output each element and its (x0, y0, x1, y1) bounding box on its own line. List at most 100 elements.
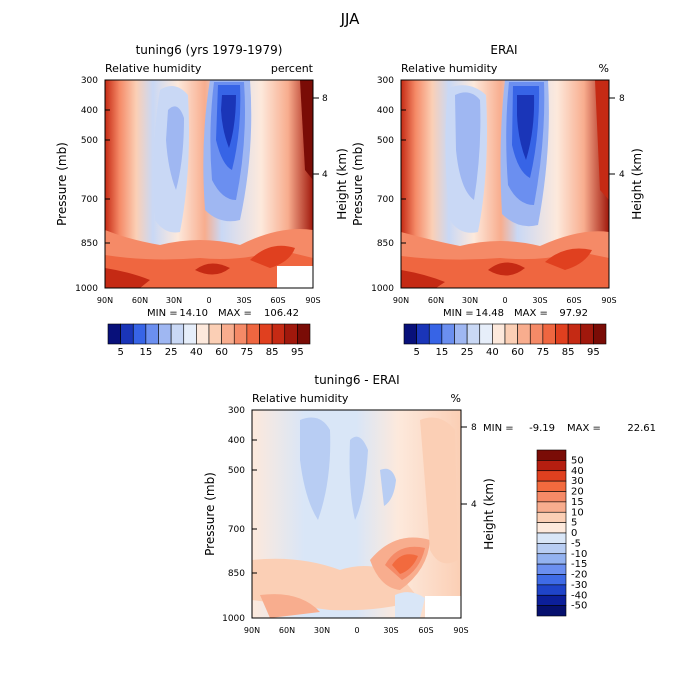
colorbar-swatch (536, 501, 567, 513)
colorbar-swatch (132, 323, 147, 345)
colorbar-swatch (536, 460, 567, 472)
x-ticks: 90N 60N 30N 0 30S 60S 90S (244, 626, 469, 635)
panel-title: tuning6 - ERAI (314, 373, 399, 387)
panel-title: tuning6 (yrs 1979-1979) (136, 43, 283, 57)
colorbar-swatch (246, 323, 260, 345)
y-tick-label: 500 (228, 466, 245, 476)
colorbar-swatch (259, 323, 273, 345)
y-right-tick-label: 8 (322, 94, 328, 104)
y-tick-label: 300 (228, 406, 245, 416)
y-tick-label: 700 (81, 195, 98, 205)
colorbar-label: 60 (511, 347, 524, 358)
x-tick-label: 90S (601, 296, 616, 305)
colorbar-swatch (454, 323, 468, 345)
colorbar-swatch (479, 323, 493, 345)
x-tick-label: 90N (393, 296, 409, 305)
colorbar: 5 15 25 40 60 75 85 95 (403, 323, 607, 358)
colorbar-label: 95 (291, 347, 304, 358)
colorbar-swatch (196, 323, 210, 345)
y-ticks: 300 400 500 700 850 1000 (222, 406, 257, 624)
y-tick-label: 400 (81, 106, 98, 116)
colorbar-label: 75 (241, 347, 254, 358)
y-ticks: 300 400 500 700 850 1000 (371, 76, 406, 294)
min-label: MIN = (147, 308, 178, 319)
panel-subtitle-left: Relative humidity (252, 392, 349, 405)
y-ticks: 300 400 500 700 850 1000 (75, 76, 110, 294)
colorbar-label: 40 (486, 347, 499, 358)
y-right-ticks: 8 4 (313, 94, 328, 180)
colorbar-swatch (492, 323, 506, 345)
max-value: 22.61 (627, 423, 656, 434)
colorbar-swatch (504, 323, 518, 345)
colorbar-swatch (297, 323, 311, 345)
max-label: MAX = (218, 308, 252, 319)
y-tick-label: 500 (377, 136, 394, 146)
max-value: 106.42 (264, 308, 299, 319)
max-label: MAX = (567, 423, 601, 434)
x-tick-label: 30N (314, 626, 330, 635)
colorbar-swatch (284, 323, 298, 345)
colorbar-label: -5 (571, 538, 581, 549)
contour-field (400, 79, 610, 289)
colorbar-swatch (536, 532, 567, 544)
y-right-axis-title: Height (km) (482, 478, 496, 549)
max-label: MAX = (514, 308, 548, 319)
colorbar-swatch (158, 323, 172, 345)
colorbar-label: -40 (571, 590, 587, 601)
colorbar-swatch (536, 470, 567, 482)
x-tick-label: 90S (305, 296, 320, 305)
stats: MIN = -9.19 MAX = 22.61 (483, 423, 656, 434)
panel-subtitle-left: Relative humidity (105, 62, 202, 75)
colorbar-swatch (208, 323, 222, 345)
y-tick-label: 850 (81, 239, 98, 249)
colorbar-swatch (567, 323, 582, 345)
panel-subtitle-right: % (451, 392, 461, 405)
colorbar-swatch (428, 323, 443, 345)
y-right-tick-label: 4 (619, 170, 625, 180)
y-axis-title: Pressure (mb) (351, 142, 365, 226)
colorbar-swatch (233, 323, 248, 345)
y-tick-label: 300 (81, 76, 98, 86)
y-right-tick-label: 4 (471, 500, 477, 510)
y-right-axis-title: Height (km) (630, 148, 644, 219)
panel-reanalysis: ERAI Relative humidity % Pressure (mb) 3… (351, 43, 644, 358)
colorbar-label: -20 (571, 570, 587, 581)
x-tick-label: 60S (270, 296, 285, 305)
colorbar-label: 5 (117, 347, 123, 358)
colorbar-swatch (466, 323, 481, 345)
x-ticks: 90N 60N 30N 0 30S 60S 90S (97, 296, 321, 305)
figure-title: JJA (340, 10, 361, 28)
panel-difference: tuning6 - ERAI Relative humidity % Press… (203, 373, 656, 635)
y-axis-title: Pressure (mb) (203, 472, 217, 556)
x-tick-label: 90N (244, 626, 260, 635)
colorbar-label: 30 (571, 476, 584, 487)
y-tick-label: 700 (377, 195, 394, 205)
min-value: 14.48 (475, 308, 504, 319)
y-right-ticks: 8 4 (609, 94, 625, 180)
colorbar-label: 85 (562, 347, 575, 358)
stats: MIN = 14.10 MAX = 106.42 (147, 308, 299, 319)
contour-field (104, 79, 314, 289)
min-label: MIN = (483, 423, 514, 434)
x-tick-label: 30S (236, 296, 251, 305)
x-tick-label: 30N (166, 296, 182, 305)
colorbar-label: 15 (571, 497, 584, 508)
colorbar-label: 0 (571, 528, 577, 539)
colorbar-swatch (536, 553, 567, 565)
colorbar-swatch (536, 584, 567, 596)
y-right-tick-label: 4 (322, 170, 328, 180)
colorbar-swatch (536, 491, 567, 503)
contour-field (251, 409, 462, 619)
y-tick-label: 850 (377, 239, 394, 249)
max-value: 97.92 (559, 308, 588, 319)
colorbar-swatch (120, 323, 134, 345)
min-value: 14.10 (179, 308, 208, 319)
y-right-axis-title: Height (km) (335, 148, 349, 219)
y-tick-label: 400 (377, 106, 394, 116)
x-tick-label: 30N (462, 296, 478, 305)
colorbar-label: -10 (571, 549, 587, 560)
colorbar-label: -30 (571, 580, 587, 591)
colorbar-swatch (221, 323, 235, 345)
